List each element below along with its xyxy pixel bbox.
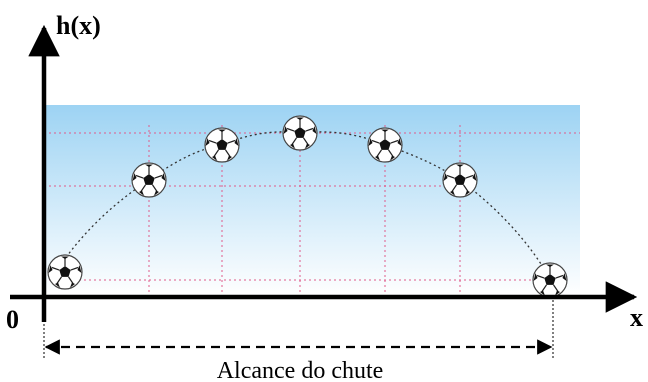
range-label: Alcance do chute: [217, 358, 384, 382]
soccer-ball-icon: [442, 162, 478, 198]
soccer-ball-icon: [367, 127, 403, 163]
soccer-ball-icon: [282, 115, 318, 151]
soccer-ball-icon: [204, 127, 240, 163]
soccer-ball-icon: [47, 254, 83, 290]
origin-label: 0: [6, 305, 19, 334]
y-axis-label: h(x): [56, 11, 101, 40]
x-axis-label: x: [630, 303, 643, 332]
soccer-ball-icon: [131, 162, 167, 198]
grid-lines: [44, 125, 580, 296]
soccer-ball-icon: [532, 262, 568, 298]
